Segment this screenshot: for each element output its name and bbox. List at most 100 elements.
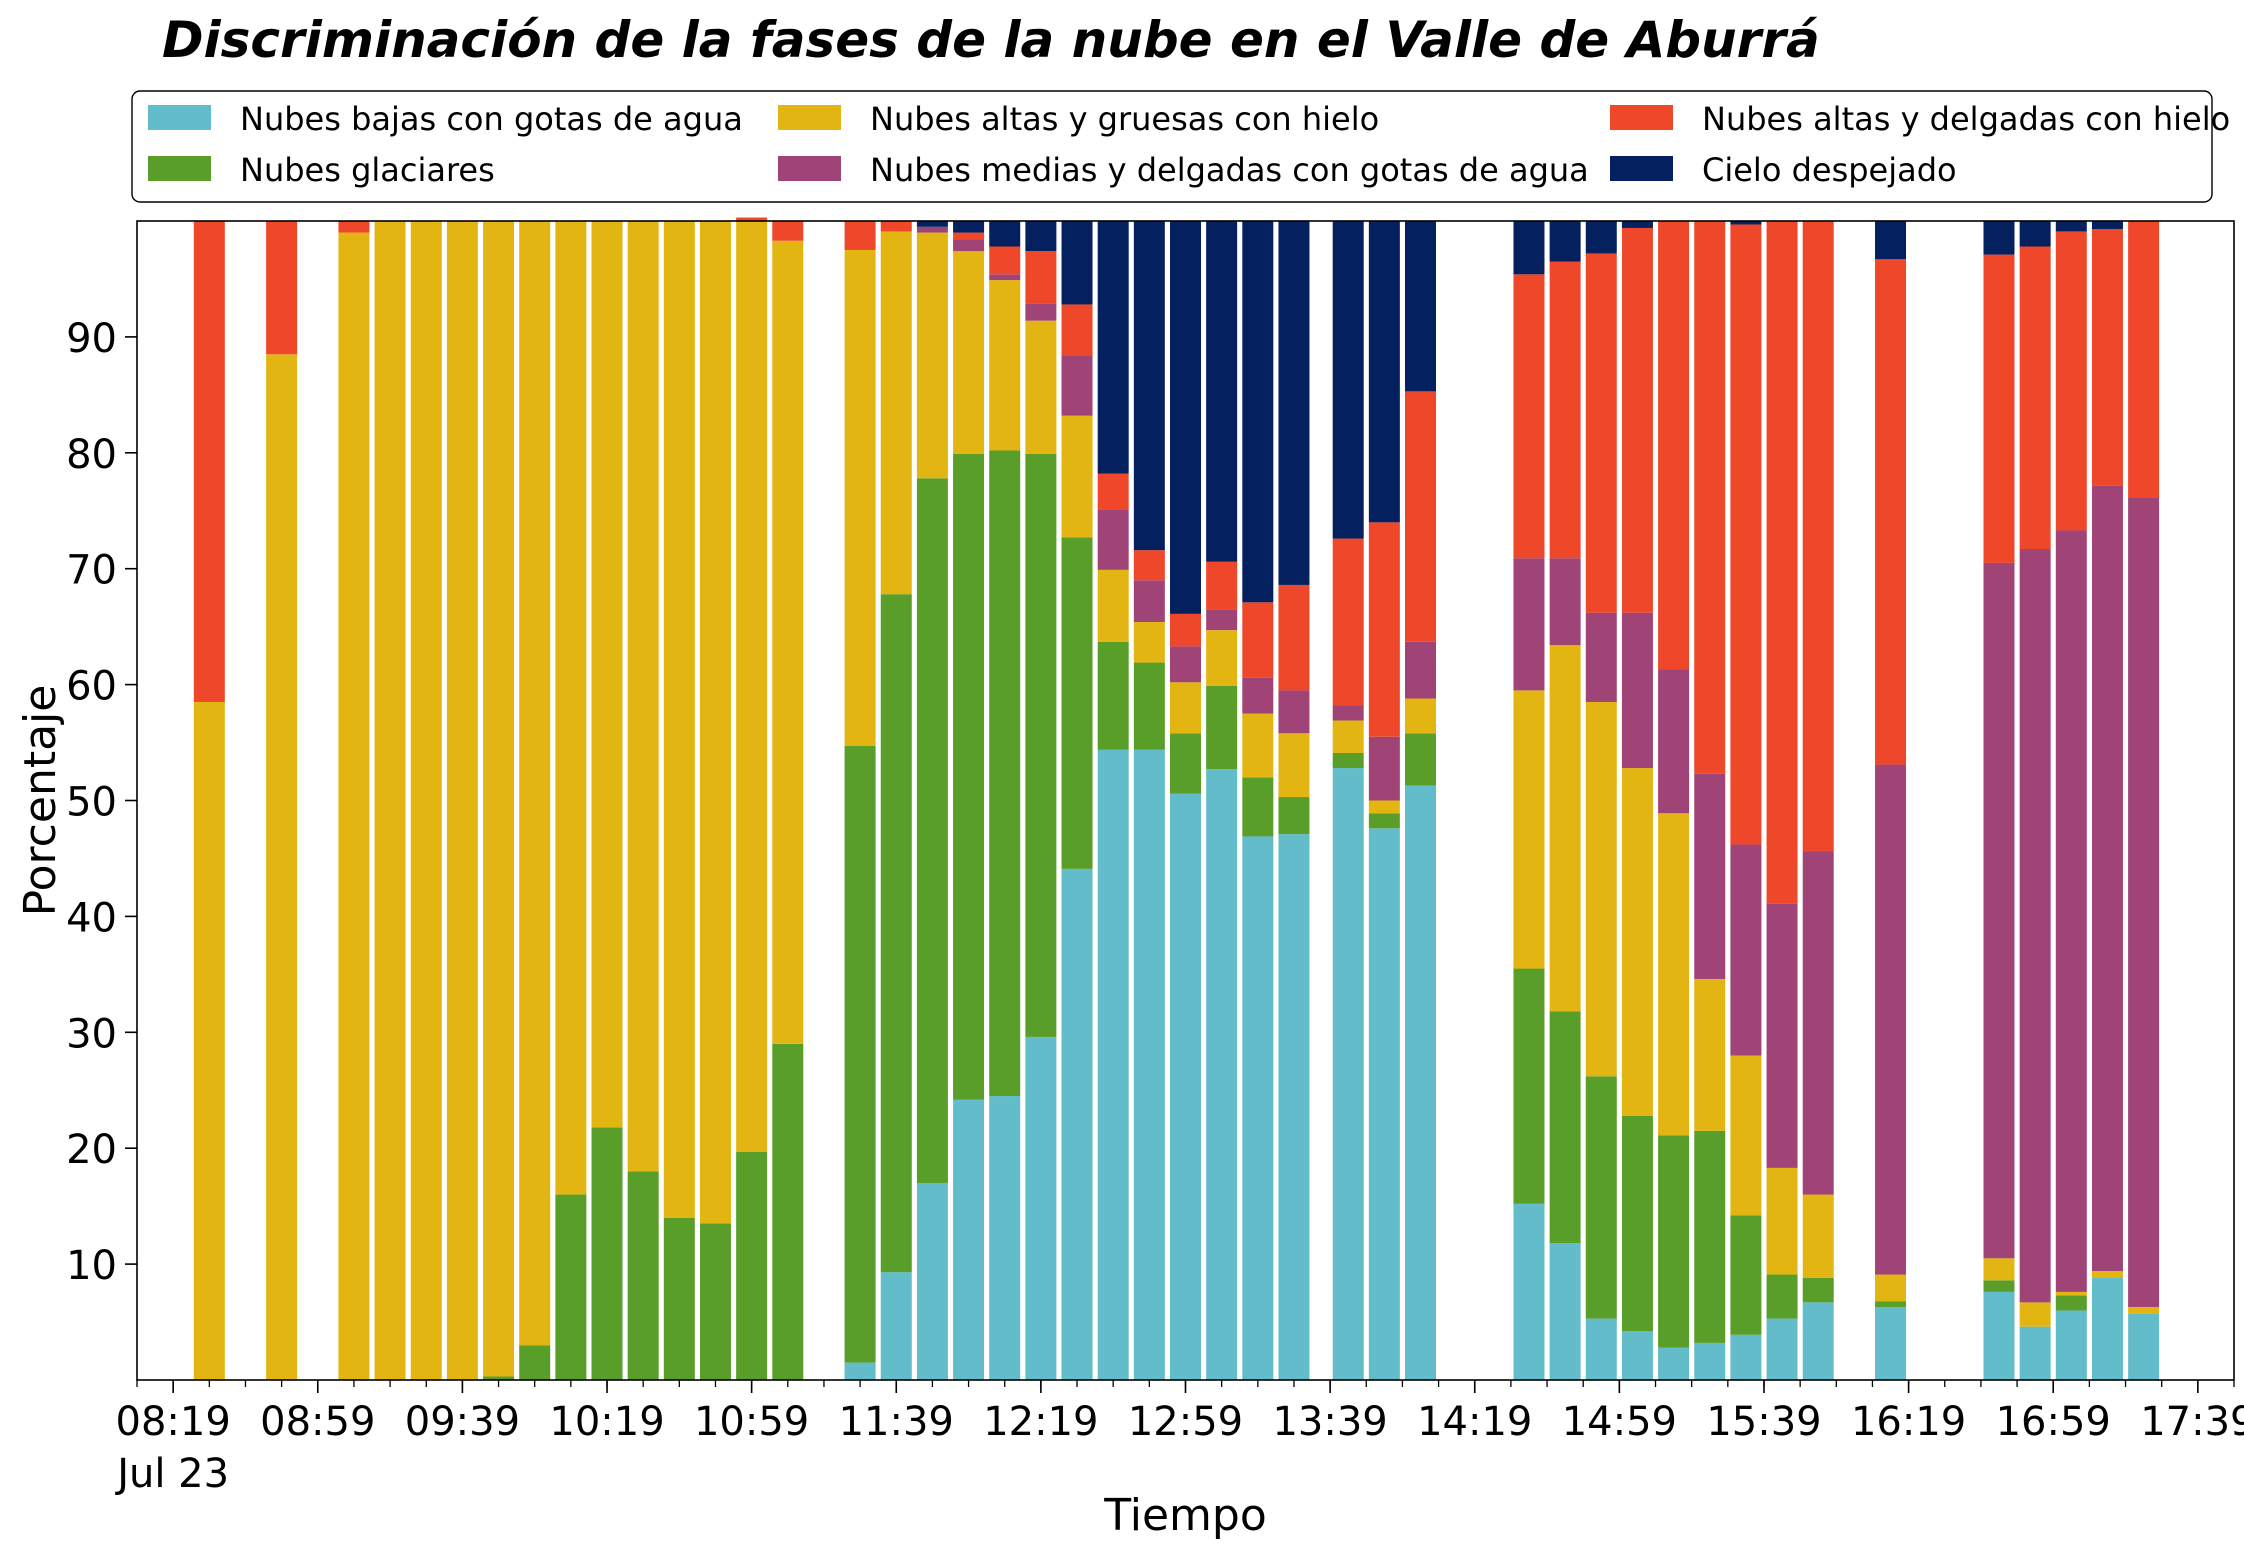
- bar-segment: [844, 746, 876, 1363]
- x-tick-label: 11:39: [839, 1399, 954, 1445]
- bar-segment: [1061, 355, 1093, 416]
- legend-label: Nubes medias y delgadas con gotas de agu…: [870, 151, 1589, 189]
- y-tick-label: 90: [66, 316, 117, 362]
- bar-segment: [2128, 498, 2160, 1307]
- bar-segment: [1802, 1194, 1834, 1279]
- bar-stack: [193, 221, 225, 1380]
- legend-item: Nubes glaciares: [148, 151, 495, 189]
- bar-segment: [2019, 1326, 2051, 1380]
- bar-segment: [1658, 221, 1690, 670]
- bar-segment: [1242, 777, 1274, 837]
- bar-segment: [483, 1376, 515, 1380]
- bar-segment: [1332, 720, 1364, 753]
- bar-segment: [1694, 978, 1726, 1131]
- bar-segment: [2055, 231, 2087, 531]
- bar-segment: [953, 232, 985, 240]
- bar-segment: [1206, 769, 1238, 1380]
- bar-segment: [2091, 221, 2123, 230]
- x-tick-label: 08:19: [116, 1399, 231, 1445]
- bar-segment: [1730, 1334, 1762, 1380]
- bar-segment: [1549, 1011, 1581, 1244]
- bar-segment: [989, 274, 1021, 281]
- bar-segment: [1025, 251, 1057, 304]
- legend-swatch: [148, 156, 211, 181]
- bar-segment: [916, 226, 948, 233]
- bar-segment: [1133, 550, 1165, 581]
- bar-segment: [1061, 868, 1093, 1380]
- bar-stack: [1278, 221, 1310, 1380]
- legend-label: Nubes bajas con gotas de agua: [240, 100, 743, 138]
- bar-stack: [1170, 221, 1201, 1380]
- bar-segment: [1097, 569, 1129, 642]
- bar-segment: [1621, 768, 1653, 1116]
- bar-segment: [627, 221, 659, 1172]
- bar-segment: [1133, 221, 1165, 551]
- bar-segment: [1368, 736, 1400, 801]
- x-tick-label: 15:39: [1706, 1399, 1821, 1445]
- bar-segment: [519, 221, 551, 1346]
- bar-segment: [1206, 685, 1238, 770]
- bar-segment: [338, 232, 370, 1381]
- bar-segment: [1097, 509, 1129, 570]
- bar-segment: [1658, 1347, 1690, 1380]
- bar-stack: [880, 221, 912, 1380]
- bar-segment: [410, 221, 442, 1380]
- bar-segment: [1694, 1342, 1726, 1380]
- bar-segment: [1405, 733, 1437, 786]
- bar-segment: [1730, 1215, 1762, 1335]
- bar-segment: [1025, 1036, 1057, 1380]
- bar-stack: [1730, 221, 1762, 1380]
- bar-stack: [483, 221, 515, 1380]
- bar-stack: [844, 221, 876, 1380]
- bar-segment: [1730, 224, 1762, 845]
- bar-segment: [1549, 1243, 1581, 1380]
- bar-segment: [1621, 1115, 1653, 1332]
- bar-segment: [627, 1171, 659, 1380]
- bar-segment: [1332, 705, 1364, 721]
- bar-segment: [1133, 580, 1165, 623]
- bar-segment: [1278, 797, 1310, 835]
- bar-segment: [1368, 221, 1400, 523]
- bar-segment: [555, 1194, 587, 1380]
- bar-stack: [1206, 221, 1238, 1380]
- y-tick-label: 20: [66, 1127, 117, 1173]
- bar-segment: [1621, 1331, 1653, 1380]
- bar-stack: [1133, 221, 1165, 1380]
- bar-segment: [1133, 749, 1165, 1380]
- bar-segment: [989, 246, 1021, 275]
- bar-segment: [1802, 221, 1834, 852]
- bar-segment: [1242, 836, 1274, 1380]
- bar-stack: [1802, 221, 1834, 1380]
- bar-segment: [2055, 1295, 2087, 1311]
- bar-segment: [1730, 844, 1762, 1056]
- bar-segment: [736, 1151, 768, 1380]
- bar-stack: [2128, 221, 2160, 1380]
- bar-stack: [1875, 221, 1907, 1380]
- bar-segment: [953, 239, 985, 252]
- legend-box: [131, 90, 2213, 203]
- legend-item: Nubes altas y delgadas con hielo: [1610, 100, 2230, 138]
- bar-segment: [1585, 1076, 1617, 1319]
- bar-segment: [2055, 1291, 2087, 1296]
- bar-segment: [880, 231, 912, 595]
- bar-segment: [1549, 645, 1581, 1012]
- bar-stack: [953, 221, 985, 1380]
- bar-segment: [1513, 274, 1545, 559]
- bar-segment: [2128, 221, 2160, 499]
- bar-stack: [1621, 221, 1653, 1380]
- bar-segment: [1278, 584, 1310, 691]
- bar-segment: [1206, 221, 1238, 562]
- bar-segment: [2128, 1306, 2160, 1314]
- bar-segment: [193, 701, 225, 1380]
- bar-segment: [591, 1127, 623, 1380]
- bar-segment: [483, 221, 515, 1377]
- x-tick-label: 14:59: [1562, 1399, 1677, 1445]
- bar-segment: [1332, 538, 1364, 706]
- bar-segment: [1766, 903, 1798, 1168]
- bar-segment: [1875, 764, 1907, 1275]
- chart-title: Discriminación de la fases de la nube en…: [162, 11, 1820, 69]
- bar-stack: [699, 221, 731, 1380]
- bar-segment: [1170, 221, 1201, 614]
- bar-stack: [2055, 221, 2087, 1380]
